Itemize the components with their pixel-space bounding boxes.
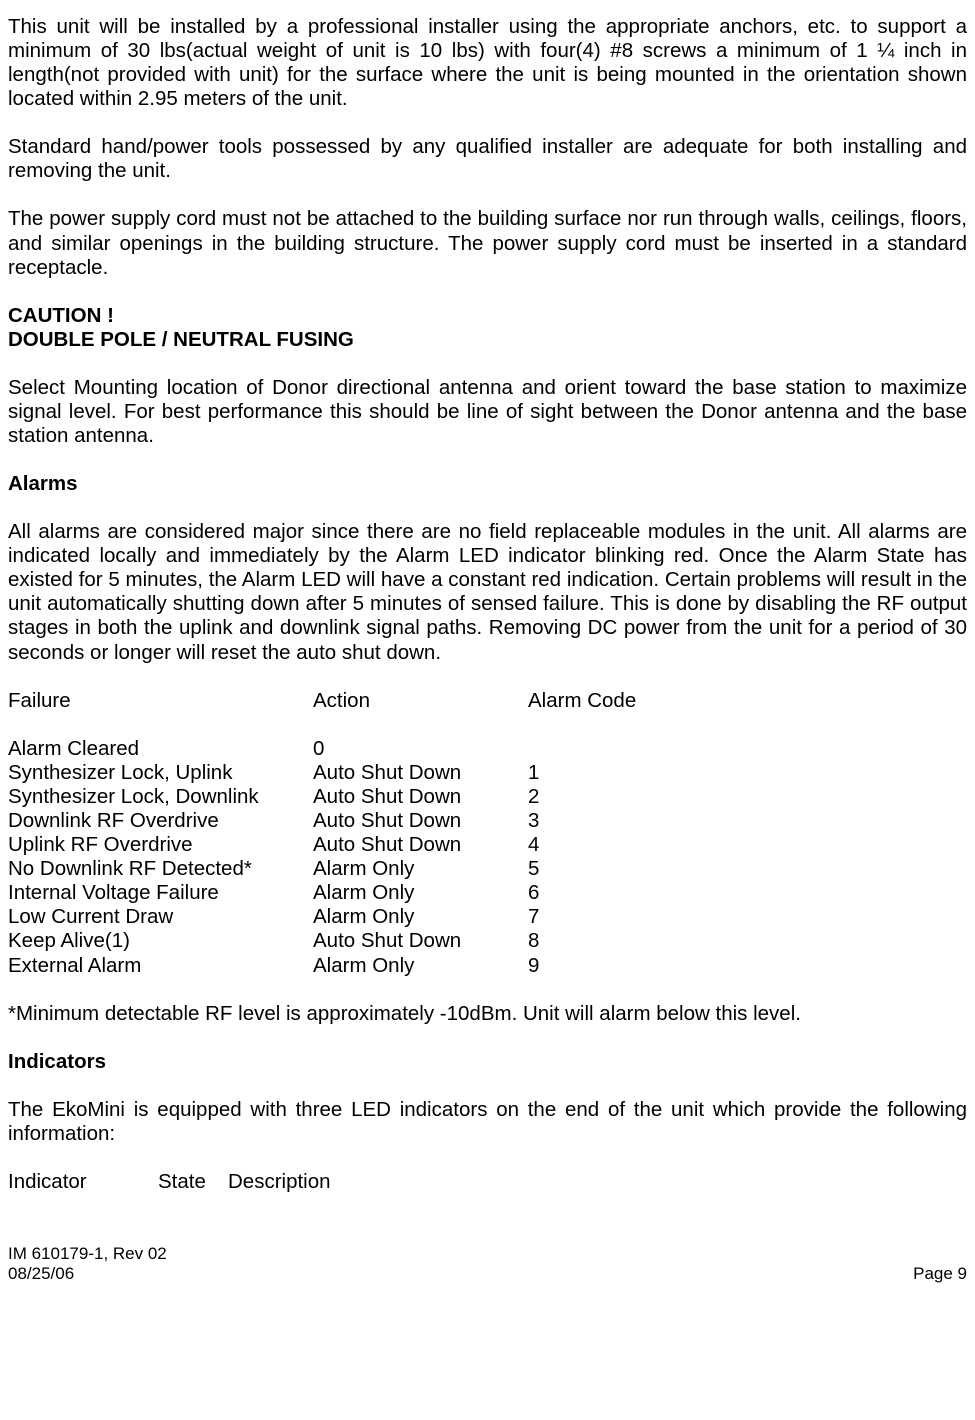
alarm-table: Failure Action Alarm Code Alarm Cleared …: [8, 689, 636, 978]
alarm-code: 4: [528, 833, 636, 857]
caution-heading-line1: CAUTION !: [8, 304, 967, 328]
alarm-failure: Downlink RF Overdrive: [8, 809, 313, 833]
indicator-header-indicator: Indicator: [8, 1170, 158, 1194]
indicator-header-state: State: [158, 1170, 228, 1194]
indicators-heading: Indicators: [8, 1050, 967, 1074]
alarm-action: Alarm Only: [313, 954, 528, 978]
table-row: Uplink RF Overdrive Auto Shut Down 4: [8, 833, 636, 857]
alarm-action: Auto Shut Down: [313, 809, 528, 833]
table-row: Keep Alive(1) Auto Shut Down 8: [8, 929, 636, 953]
caution-heading-line2: DOUBLE POLE / NEUTRAL FUSING: [8, 328, 967, 352]
indicator-table: Indicator State Description: [8, 1170, 331, 1194]
alarm-failure: Uplink RF Overdrive: [8, 833, 313, 857]
alarm-action: Auto Shut Down: [313, 761, 528, 785]
table-row: Synthesizer Lock, Uplink Auto Shut Down …: [8, 761, 636, 785]
alarm-code: [528, 737, 636, 761]
paragraph-power-cord: The power supply cord must not be attach…: [8, 207, 967, 279]
page-footer: IM 610179-1, Rev 02 08/25/06 Page 9: [8, 1244, 967, 1284]
alarm-code: 9: [528, 954, 636, 978]
table-row: Low Current Draw Alarm Only 7: [8, 905, 636, 929]
alarm-action: Alarm Only: [313, 857, 528, 881]
alarm-failure: External Alarm: [8, 954, 313, 978]
table-row: Synthesizer Lock, Downlink Auto Shut Dow…: [8, 785, 636, 809]
alarm-failure: Alarm Cleared: [8, 737, 313, 761]
paragraph-alarms: All alarms are considered major since th…: [8, 520, 967, 664]
paragraph-indicators: The EkoMini is equipped with three LED i…: [8, 1098, 967, 1146]
footer-date: 08/25/06: [8, 1264, 967, 1284]
paragraph-tools: Standard hand/power tools possessed by a…: [8, 135, 967, 183]
alarm-action: 0: [313, 737, 528, 761]
alarm-code: 3: [528, 809, 636, 833]
alarm-action: Alarm Only: [313, 881, 528, 905]
alarm-header-failure: Failure: [8, 689, 313, 713]
alarm-failure: No Downlink RF Detected*: [8, 857, 313, 881]
table-row: Alarm Cleared 0: [8, 737, 636, 761]
alarm-table-header-row: Failure Action Alarm Code: [8, 689, 636, 713]
alarm-header-code: Alarm Code: [528, 689, 636, 713]
paragraph-mounting: Select Mounting location of Donor direct…: [8, 376, 967, 448]
paragraph-install: This unit will be installed by a profess…: [8, 15, 967, 111]
alarm-failure: Low Current Draw: [8, 905, 313, 929]
alarm-action: Auto Shut Down: [313, 929, 528, 953]
table-row: Internal Voltage Failure Alarm Only 6: [8, 881, 636, 905]
alarm-failure: Synthesizer Lock, Uplink: [8, 761, 313, 785]
table-row: Downlink RF Overdrive Auto Shut Down 3: [8, 809, 636, 833]
footer-doc-id: IM 610179-1, Rev 02: [8, 1244, 967, 1264]
footer-page-number: Page 9: [913, 1264, 967, 1284]
alarm-failure: Internal Voltage Failure: [8, 881, 313, 905]
alarm-code: 8: [528, 929, 636, 953]
alarm-action: Auto Shut Down: [313, 833, 528, 857]
alarm-footnote: *Minimum detectable RF level is approxim…: [8, 1002, 967, 1026]
alarms-heading: Alarms: [8, 472, 967, 496]
alarm-code: 6: [528, 881, 636, 905]
alarm-code: 5: [528, 857, 636, 881]
indicator-header-description: Description: [228, 1170, 331, 1194]
indicator-table-header-row: Indicator State Description: [8, 1170, 331, 1194]
alarm-code: 7: [528, 905, 636, 929]
alarm-failure: Keep Alive(1): [8, 929, 313, 953]
alarm-code: 2: [528, 785, 636, 809]
table-row: No Downlink RF Detected* Alarm Only 5: [8, 857, 636, 881]
alarm-header-action: Action: [313, 689, 528, 713]
alarm-action: Auto Shut Down: [313, 785, 528, 809]
alarm-table-spacer: [8, 713, 636, 737]
table-row: External Alarm Alarm Only 9: [8, 954, 636, 978]
alarm-failure: Synthesizer Lock, Downlink: [8, 785, 313, 809]
alarm-code: 1: [528, 761, 636, 785]
alarm-action: Alarm Only: [313, 905, 528, 929]
